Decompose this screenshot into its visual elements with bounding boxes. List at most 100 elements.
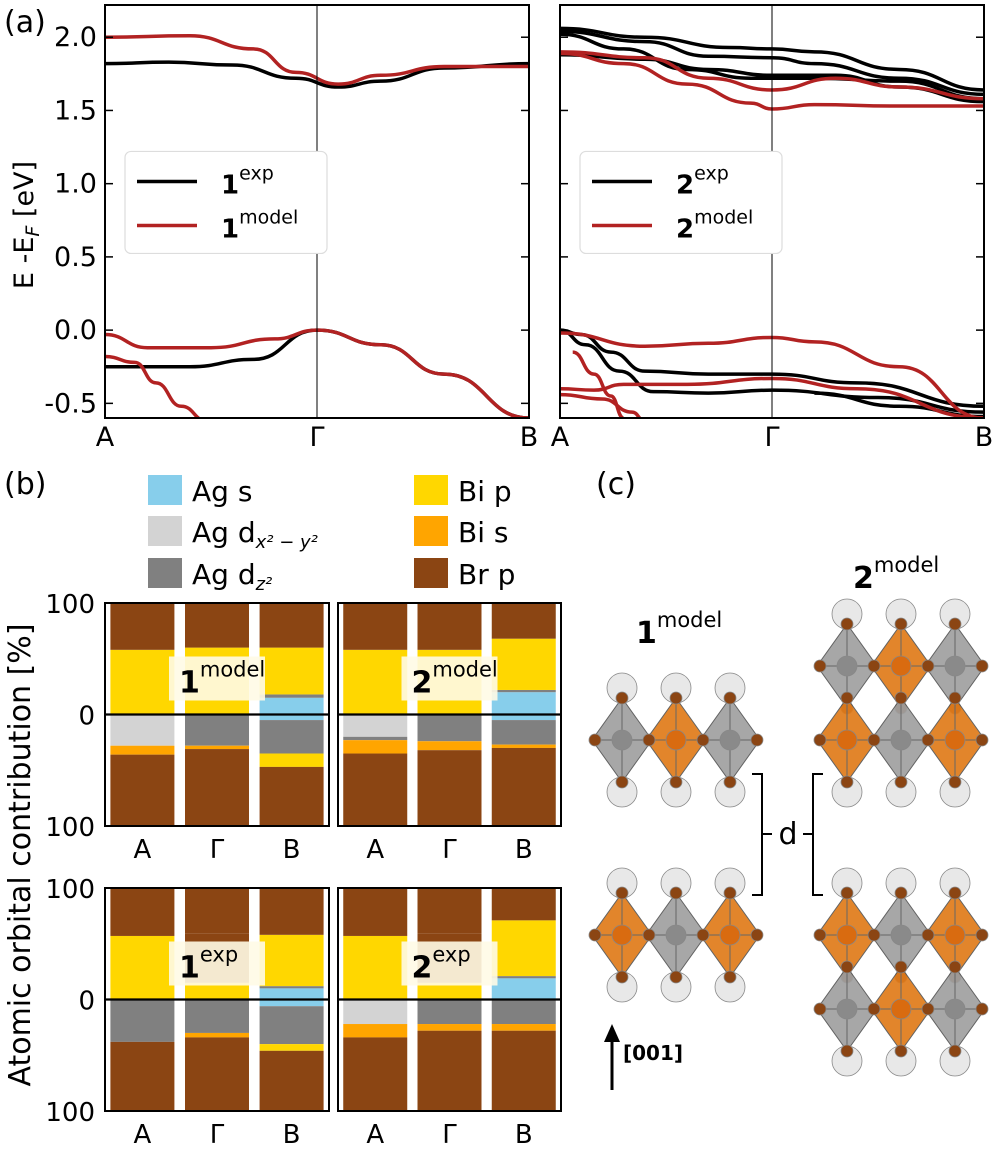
br-atom bbox=[813, 733, 827, 747]
y-tick-label: 100 bbox=[45, 1098, 95, 1128]
bar-segment-br_p bbox=[343, 753, 408, 826]
bi-atom bbox=[665, 729, 687, 751]
bi-atom bbox=[944, 729, 966, 751]
br-atom bbox=[894, 1044, 908, 1058]
bar-segment-bi_s bbox=[185, 1032, 249, 1038]
bar-segment-bi_p bbox=[110, 649, 175, 715]
bar-segment-bi_p bbox=[259, 753, 324, 767]
bar-segment-br_p bbox=[491, 1030, 556, 1111]
bar-segment-bi_p bbox=[259, 934, 324, 987]
br-atom bbox=[921, 733, 935, 747]
x-tick-label: B bbox=[520, 422, 539, 453]
perovskite-layer bbox=[813, 867, 989, 984]
br-atom bbox=[948, 886, 962, 900]
br-atom bbox=[840, 617, 854, 631]
br-atom bbox=[867, 928, 881, 942]
band-line-1model bbox=[105, 328, 529, 418]
bar-segment-ag_dx2y2 bbox=[343, 999, 408, 1025]
br-atom bbox=[723, 691, 737, 705]
br-atom bbox=[813, 928, 827, 942]
bar-segment-br_p bbox=[185, 749, 249, 826]
bar-segment-ag_dz2 bbox=[491, 720, 556, 745]
band-line-2model bbox=[560, 51, 984, 111]
band-line-2exp bbox=[560, 32, 984, 101]
bar-segment-bi_p bbox=[491, 638, 556, 690]
band-line-1model bbox=[105, 34, 529, 86]
bar-segment-br_p bbox=[491, 603, 556, 639]
band-line-2model bbox=[560, 376, 984, 418]
ag-atom bbox=[836, 998, 858, 1020]
band-line-1model bbox=[105, 354, 202, 418]
perovskite-layer bbox=[588, 672, 764, 808]
bar-segment-ag_s bbox=[491, 978, 556, 1000]
bar-segment-bi_s bbox=[491, 1024, 556, 1031]
br-atom bbox=[813, 659, 827, 673]
crystal-structures: 1model 2model d [001] bbox=[588, 553, 989, 1090]
perovskite-layer bbox=[813, 691, 989, 808]
bar-segment-ag_dz2 bbox=[491, 689, 556, 693]
bar-segment-ag_dz2 bbox=[259, 694, 324, 698]
br-atom bbox=[894, 960, 908, 974]
br-atom bbox=[588, 928, 602, 942]
bar-segment-bi_p_top bbox=[185, 888, 249, 934]
band-line-2model bbox=[560, 392, 642, 418]
direction-label: [001] bbox=[623, 1041, 683, 1065]
br-atom bbox=[867, 659, 881, 673]
bar-segment-bi_s bbox=[417, 741, 482, 751]
y-tick-label: 0 bbox=[78, 702, 95, 732]
br-atom bbox=[975, 659, 989, 673]
x-tick-label: A bbox=[134, 835, 152, 865]
bar-segment-ag_s bbox=[259, 714, 324, 721]
bar-segment-bi_p bbox=[417, 982, 482, 1000]
bar-segment-ag_dz2 bbox=[185, 714, 249, 746]
bar-segment-ag_dz2 bbox=[259, 720, 324, 754]
br-atom bbox=[975, 928, 989, 942]
panel-label-c: (c) bbox=[596, 467, 636, 502]
x-tick-label: B bbox=[283, 835, 301, 865]
br-atom bbox=[948, 617, 962, 631]
y-tick-label: 1.5 bbox=[54, 95, 97, 126]
bar-segment-ag_dz2 bbox=[491, 976, 556, 979]
bi-atom bbox=[836, 729, 858, 751]
bar-segment-ag_dz2 bbox=[417, 714, 482, 742]
bar-segment-bi_p bbox=[343, 935, 408, 1000]
x-tick-label: A bbox=[96, 422, 115, 453]
br-atom bbox=[669, 886, 683, 900]
bar-segment-br_p bbox=[343, 888, 408, 936]
br-atom bbox=[615, 775, 629, 789]
ag-atom bbox=[944, 998, 966, 1020]
axes-frame bbox=[104, 887, 330, 1112]
band-line-2model bbox=[572, 350, 625, 418]
legend-swatch-ag_s bbox=[148, 475, 182, 505]
br-atom bbox=[813, 1002, 827, 1016]
bar-segment-bi_p bbox=[259, 647, 324, 695]
y-axis-label-orbital: Atomic orbital contribution [%] bbox=[3, 623, 38, 1086]
br-atom bbox=[867, 733, 881, 747]
x-tick-label: Γ bbox=[442, 835, 457, 865]
panel-label-b: (b) bbox=[4, 467, 46, 502]
br-atom bbox=[642, 928, 656, 942]
bar-segment-br_p bbox=[259, 1050, 324, 1111]
bar-segment-br_p bbox=[259, 888, 324, 935]
bar-segment-ag_s bbox=[491, 692, 556, 715]
x-tick-label: Γ bbox=[764, 422, 779, 453]
br-atom bbox=[921, 659, 935, 673]
bi-atom bbox=[890, 655, 912, 677]
axes-frame bbox=[559, 4, 985, 419]
br-atom bbox=[840, 691, 854, 705]
axes-frame bbox=[337, 602, 562, 827]
legend-swatch-ag_dz2 bbox=[148, 558, 182, 588]
orbital-legend: Ag s Ag dx² − y² Ag dz² Bi p Bi s Br p bbox=[148, 475, 515, 595]
ag-atom bbox=[944, 655, 966, 677]
y-tick-label: 0.0 bbox=[54, 315, 97, 346]
br-atom bbox=[894, 775, 908, 789]
bar-segment-ag_s bbox=[259, 988, 324, 1000]
br-atom bbox=[723, 775, 737, 789]
bar-segment-bi_s bbox=[417, 1024, 482, 1031]
bar-segment-bi_p bbox=[491, 920, 556, 977]
br-atom bbox=[615, 886, 629, 900]
subplot-label-box bbox=[169, 656, 265, 701]
